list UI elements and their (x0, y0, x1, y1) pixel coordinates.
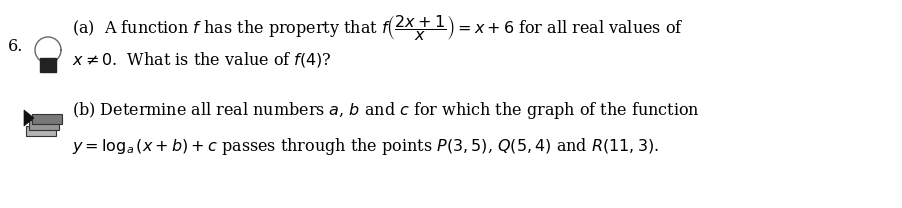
Text: (a)  A function $f$ has the property that $f\left(\dfrac{2x+1}{x}\right) = x + 6: (a) A function $f$ has the property that… (72, 13, 684, 43)
Polygon shape (24, 110, 34, 126)
Polygon shape (32, 114, 62, 124)
Text: $x \neq 0$.  What is the value of $f(4)$?: $x \neq 0$. What is the value of $f(4)$? (72, 50, 332, 69)
Polygon shape (26, 126, 56, 136)
Text: $y = \log_a(x + b) + c$ passes through the points $P(3, 5)$, $Q(5, 4)$ and $R(11: $y = \log_a(x + b) + c$ passes through t… (72, 136, 659, 157)
Text: 6.: 6. (8, 38, 23, 55)
Polygon shape (29, 120, 59, 130)
Bar (40, 58, 56, 72)
Text: (b) Determine all real numbers $a$, $b$ and $c$ for which the graph of the funct: (b) Determine all real numbers $a$, $b$ … (72, 100, 700, 121)
